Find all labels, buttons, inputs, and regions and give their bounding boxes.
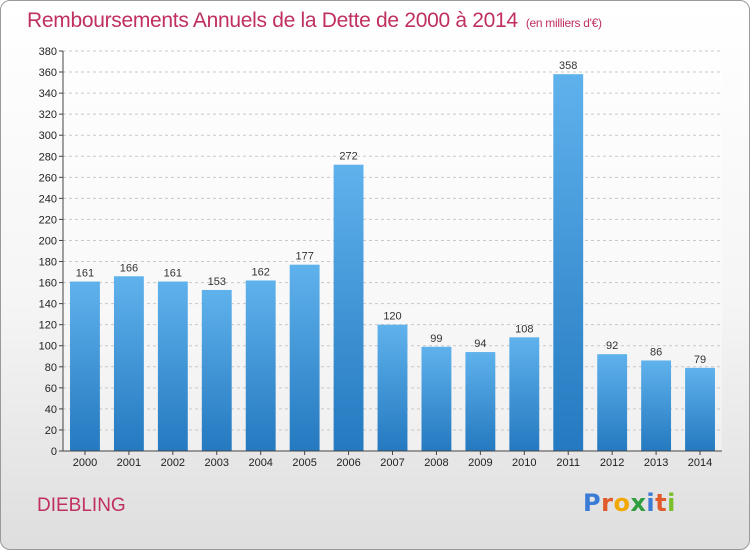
y-tick-label: 360 bbox=[39, 67, 57, 79]
y-tick-label: 380 bbox=[39, 46, 57, 58]
bar bbox=[377, 324, 408, 451]
bar bbox=[553, 74, 584, 451]
bar-value-label: 161 bbox=[76, 268, 94, 280]
y-tick-label: 240 bbox=[39, 193, 57, 205]
place-name: DIEBLING bbox=[37, 495, 126, 516]
bar bbox=[333, 164, 364, 451]
y-tick-label: 200 bbox=[39, 235, 57, 247]
y-tick-label: 100 bbox=[39, 341, 57, 353]
bar-value-label: 108 bbox=[515, 323, 533, 335]
x-tick-label: 2007 bbox=[380, 457, 404, 469]
bar bbox=[597, 354, 628, 451]
x-tick-label: 2000 bbox=[73, 457, 97, 469]
y-tick-label: 140 bbox=[39, 299, 57, 311]
y-tick-label: 40 bbox=[45, 404, 57, 416]
bar-value-label: 177 bbox=[295, 251, 313, 263]
logo-letter: t bbox=[655, 489, 668, 517]
y-tick-label: 280 bbox=[39, 151, 57, 163]
x-tick-label: 2013 bbox=[644, 457, 668, 469]
logo-letter: P bbox=[583, 489, 602, 517]
x-tick-label: 2009 bbox=[468, 457, 492, 469]
bar bbox=[421, 346, 452, 451]
bar bbox=[509, 337, 540, 451]
y-tick-label: 180 bbox=[39, 257, 57, 269]
logo-letter: i bbox=[646, 489, 656, 517]
y-tick-label: 340 bbox=[39, 88, 57, 100]
bar-value-label: 79 bbox=[694, 354, 706, 366]
x-tick-label: 2014 bbox=[688, 457, 712, 469]
bar-value-label: 99 bbox=[430, 333, 442, 345]
chart-title-text: Remboursements Annuels de la Dette de 20… bbox=[27, 9, 518, 32]
bar-value-label: 166 bbox=[120, 262, 138, 274]
y-tick-label: 260 bbox=[39, 172, 57, 184]
bar bbox=[245, 280, 276, 451]
bar bbox=[289, 264, 320, 451]
y-tick-label: 220 bbox=[39, 214, 57, 226]
x-tick-label: 2010 bbox=[512, 457, 536, 469]
logo-letter: r bbox=[601, 489, 614, 517]
y-tick-label: 300 bbox=[39, 130, 57, 142]
chart-unit: (en milliers d'€) bbox=[525, 16, 602, 30]
bar-value-label: 86 bbox=[650, 346, 662, 358]
bar bbox=[685, 367, 715, 451]
bar-value-label: 272 bbox=[339, 151, 357, 163]
x-tick-label: 2006 bbox=[336, 457, 360, 469]
x-tick-label: 2005 bbox=[292, 457, 316, 469]
bar-value-label: 161 bbox=[164, 268, 182, 280]
bar bbox=[201, 289, 232, 451]
x-tick-label: 2003 bbox=[205, 457, 229, 469]
x-tick-label: 2001 bbox=[117, 457, 141, 469]
bar-value-label: 358 bbox=[559, 60, 577, 72]
x-tick-label: 2002 bbox=[161, 457, 185, 469]
proxiti-logo: Proxiti bbox=[583, 489, 676, 517]
bar-value-label: 92 bbox=[606, 340, 618, 352]
x-tick-label: 2012 bbox=[600, 457, 624, 469]
x-tick-label: 2004 bbox=[248, 457, 272, 469]
bar bbox=[465, 352, 496, 451]
bar bbox=[70, 281, 100, 451]
bar-value-label: 153 bbox=[208, 276, 226, 288]
logo-letter: o bbox=[613, 489, 631, 517]
chart-title: Remboursements Annuels de la Dette de 20… bbox=[27, 9, 602, 33]
y-tick-label: 60 bbox=[45, 383, 57, 395]
y-tick-label: 160 bbox=[39, 278, 57, 290]
y-tick-label: 320 bbox=[39, 109, 57, 121]
bar bbox=[113, 276, 144, 451]
bar-value-label: 162 bbox=[252, 266, 270, 278]
x-tick-label: 2011 bbox=[556, 457, 580, 469]
y-tick-label: 20 bbox=[45, 425, 57, 437]
bar bbox=[641, 360, 672, 451]
y-tick-label: 80 bbox=[45, 362, 57, 374]
bar bbox=[157, 281, 188, 451]
y-tick-label: 0 bbox=[51, 446, 57, 458]
x-tick-label: 2008 bbox=[424, 457, 448, 469]
bar-value-label: 120 bbox=[383, 311, 401, 323]
y-tick-label: 120 bbox=[39, 320, 57, 332]
logo-letter: i bbox=[667, 489, 676, 517]
bar-value-label: 94 bbox=[474, 338, 486, 350]
logo-letter: x bbox=[630, 489, 647, 517]
